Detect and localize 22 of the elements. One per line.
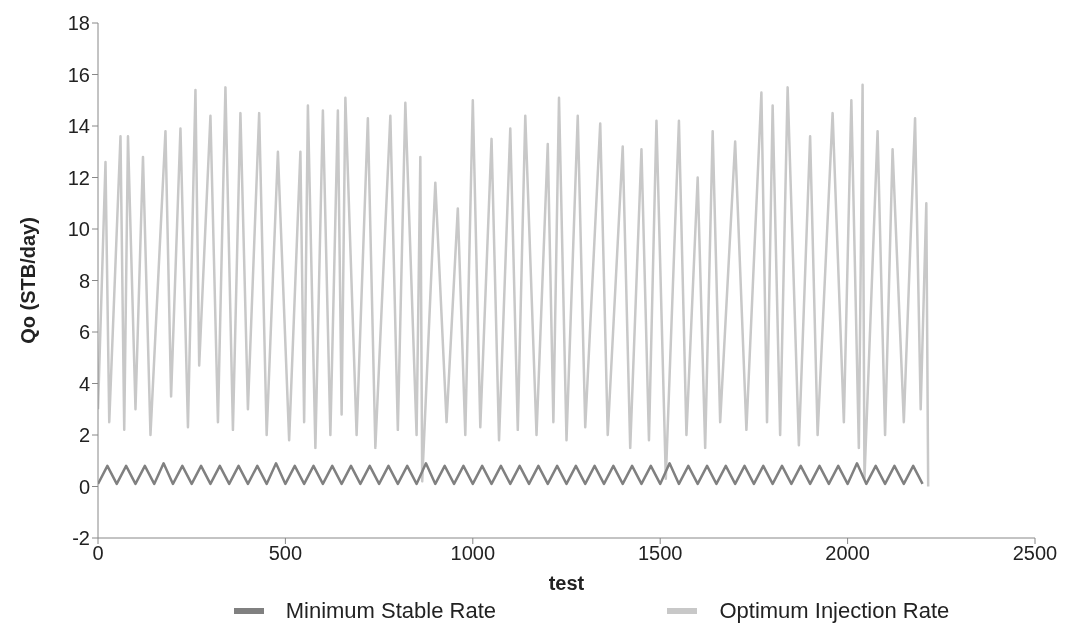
x-tick-label: 1500 — [637, 542, 683, 565]
y-tick-label: 18 — [67, 12, 90, 35]
y-axis-title: Qo (STB/day) — [17, 217, 40, 344]
y-tick-label: 14 — [67, 115, 90, 138]
y-tick-label: -2 — [72, 527, 90, 550]
x-tick-label: 2000 — [825, 542, 870, 565]
x-tick-label: 500 — [268, 542, 303, 565]
x-tick-label: 0 — [92, 542, 104, 565]
y-tick-label: 12 — [67, 166, 90, 189]
line-series — [98, 83, 930, 488]
y-tick-label: 4 — [78, 372, 90, 395]
y-tick-label: 16 — [67, 63, 90, 86]
x-tick-label: 2500 — [1012, 542, 1058, 565]
legend-label: Minimum Stable Rate — [285, 598, 497, 624]
y-tick-label: 8 — [78, 269, 90, 292]
y-tick-label: 10 — [67, 218, 90, 241]
x-tick-label: 1000 — [450, 542, 496, 565]
y-tick-label: 2 — [78, 424, 90, 447]
y-tick-label: 0 — [78, 475, 90, 498]
x-axis-title: test — [548, 572, 585, 594]
y-tick-label: 6 — [78, 321, 90, 344]
legend-label: Optimum Injection Rate — [719, 598, 950, 624]
